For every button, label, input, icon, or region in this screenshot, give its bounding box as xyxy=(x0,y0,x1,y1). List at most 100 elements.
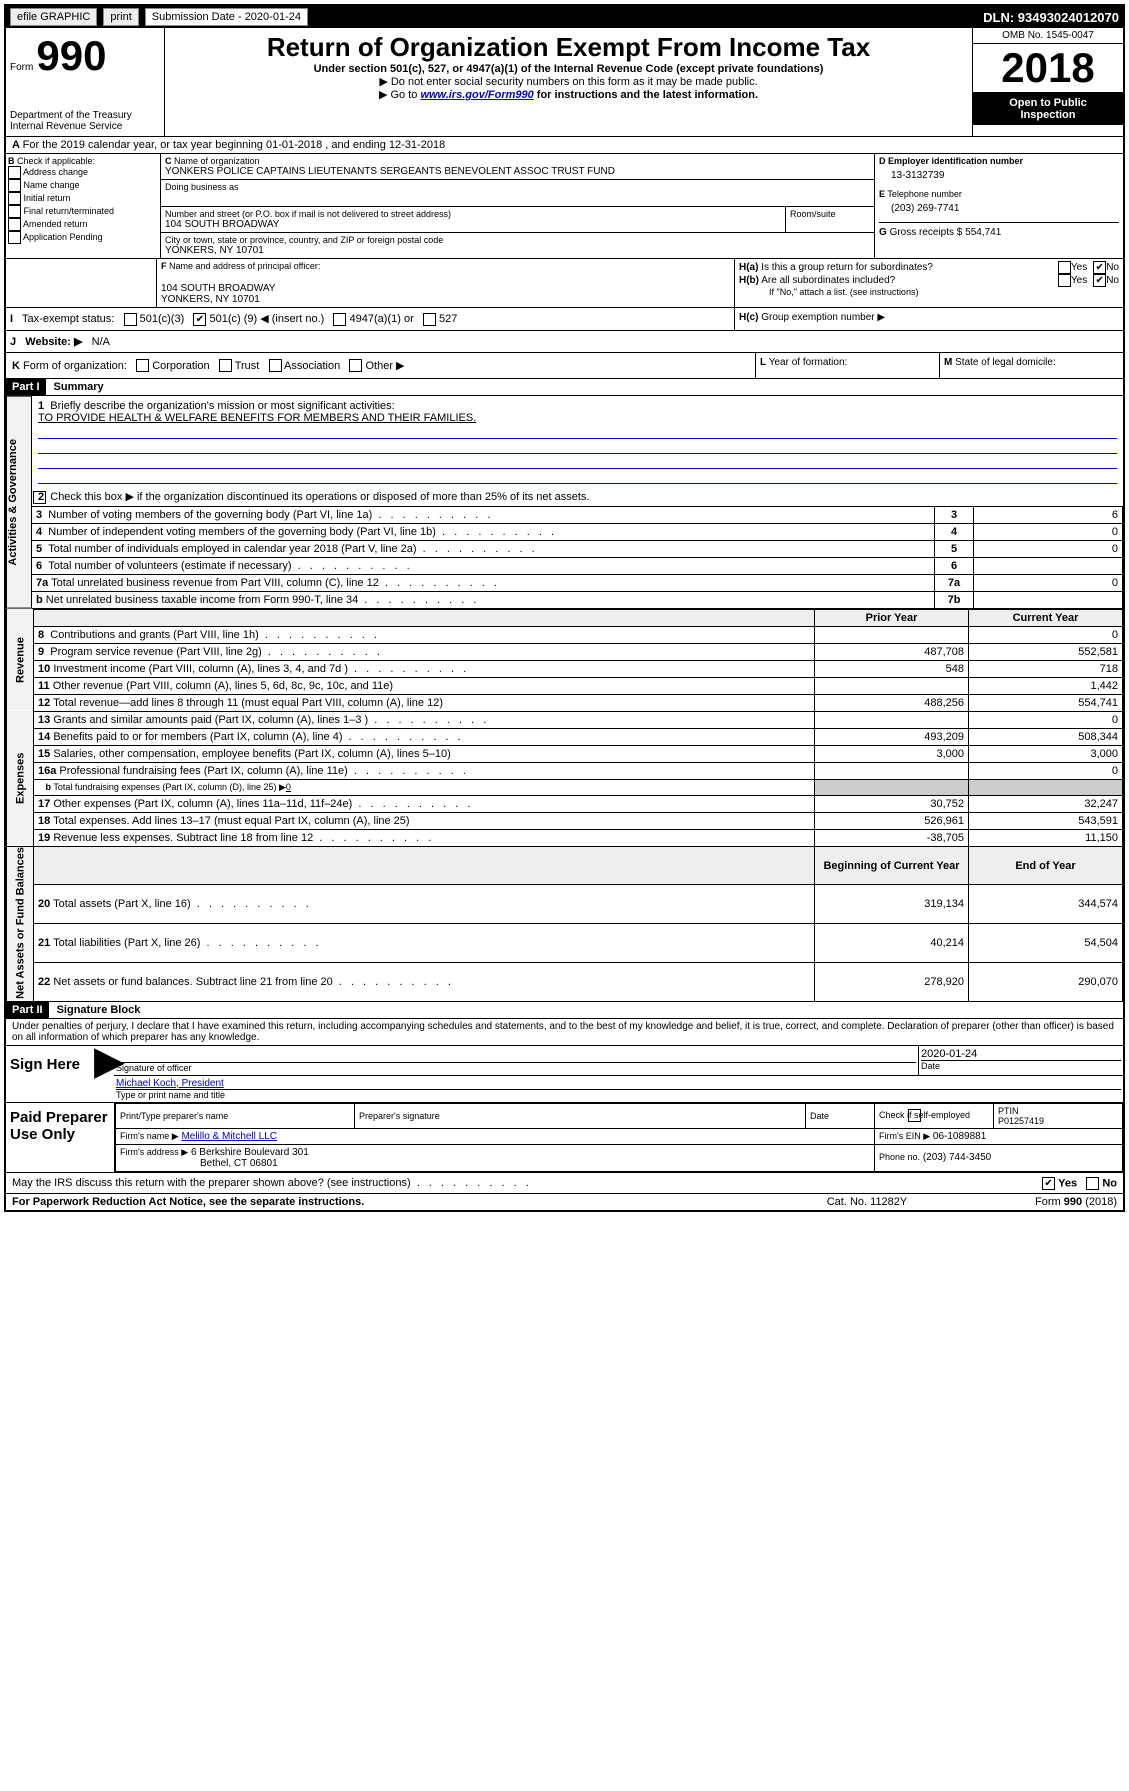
l14-label: Benefits paid to or for members (Part IX… xyxy=(53,731,463,743)
part1-header: Part I xyxy=(6,379,46,395)
room-label: Room/suite xyxy=(786,207,874,232)
l17-label: Other expenses (Part IX, column (A), lin… xyxy=(53,798,473,810)
l12-curr: 554,741 xyxy=(969,694,1123,711)
l5-label: Total number of individuals employed in … xyxy=(48,543,537,555)
no-text2: No xyxy=(1106,275,1119,286)
note-ssn: ▶ Do not enter social security numbers o… xyxy=(169,75,968,88)
tax-year: 2018 xyxy=(973,44,1123,93)
firm-addr-label: Firm's address ▶ xyxy=(120,1147,188,1157)
firm-addr2: Bethel, CT 06801 xyxy=(200,1158,278,1169)
firm-name[interactable]: Melillo & Mitchell LLC xyxy=(181,1131,277,1142)
c3-label: 501(c)(3) xyxy=(140,313,185,325)
officer-name[interactable]: Michael Koch, President xyxy=(116,1078,1121,1089)
firm-ein: 06-1089881 xyxy=(933,1131,986,1142)
ptin-label: PTIN xyxy=(998,1106,1118,1116)
m-label: State of legal domicile: xyxy=(955,357,1056,368)
l21-label: Total liabilities (Part X, line 26) xyxy=(53,937,321,949)
hb-no[interactable] xyxy=(1093,274,1106,287)
amended-checkbox[interactable] xyxy=(8,218,21,231)
name-checkbox[interactable] xyxy=(8,179,21,192)
address-label: Address change xyxy=(23,167,88,177)
l20-curr: 344,574 xyxy=(969,885,1123,924)
firm-addr1: 6 Berkshire Boulevard 301 xyxy=(191,1147,309,1158)
sig-date-label: Date xyxy=(921,1060,1121,1071)
final-checkbox[interactable] xyxy=(8,205,21,218)
street-label: Number and street (or P.O. box if mail i… xyxy=(165,209,781,219)
inspection: Inspection xyxy=(977,109,1119,121)
goto-pre: ▶ Go to xyxy=(379,89,420,101)
l15-curr: 3,000 xyxy=(969,745,1123,762)
a1-checkbox[interactable] xyxy=(333,313,346,326)
may-yes-label: Yes xyxy=(1058,1177,1077,1189)
dept-label: Department of the Treasury xyxy=(10,110,160,121)
may-yes[interactable] xyxy=(1042,1177,1055,1190)
l4-value: 0 xyxy=(974,523,1123,540)
street-value: 104 SOUTH BROADWAY xyxy=(165,219,781,230)
side-governance: Activities & Governance xyxy=(6,396,32,609)
side-netassets: Net Assets or Fund Balances xyxy=(7,846,34,1001)
omb-label: OMB No. 1545-0047 xyxy=(973,28,1123,44)
l5-value: 0 xyxy=(974,540,1123,557)
c-pre: 501(c) ( xyxy=(209,313,247,325)
other-checkbox[interactable] xyxy=(349,359,362,372)
l7a-label: Total unrelated business revenue from Pa… xyxy=(51,577,500,589)
other-label: Other ▶ xyxy=(365,360,404,372)
instructions-link[interactable]: www.irs.gov/Form990 xyxy=(420,89,533,101)
l527-checkbox[interactable] xyxy=(423,313,436,326)
l10-curr: 718 xyxy=(969,660,1123,677)
form-prefix: Form xyxy=(10,62,33,73)
c3-checkbox[interactable] xyxy=(124,313,137,326)
c-checkbox[interactable] xyxy=(193,313,206,326)
yes-text2: Yes xyxy=(1071,275,1087,286)
initial-label: Initial return xyxy=(24,193,71,203)
l14-prior: 493,209 xyxy=(815,728,969,745)
corp-checkbox[interactable] xyxy=(136,359,149,372)
l21-prior: 40,214 xyxy=(815,924,969,963)
k-label: Form of organization: xyxy=(23,360,127,372)
l2-checkbox[interactable] xyxy=(33,491,46,504)
l2-label: Check this box ▶ if the organization dis… xyxy=(50,491,589,503)
gross-value: 554,741 xyxy=(965,227,1001,238)
trust-checkbox[interactable] xyxy=(219,359,232,372)
l13-prior xyxy=(815,711,969,728)
may-no-label: No xyxy=(1102,1177,1117,1189)
app-checkbox[interactable] xyxy=(8,231,21,244)
address-checkbox[interactable] xyxy=(8,166,21,179)
l19-curr: 11,150 xyxy=(969,829,1123,846)
hb-yes[interactable] xyxy=(1058,274,1071,287)
self-employed-checkbox[interactable] xyxy=(908,1109,921,1122)
yes-text: Yes xyxy=(1071,262,1087,273)
cat-no: Cat. No. 11282Y xyxy=(767,1196,967,1208)
namechg-label: Name change xyxy=(24,180,80,190)
initial-checkbox[interactable] xyxy=(8,192,21,205)
dba-label: Doing business as xyxy=(165,182,870,192)
l16a-label: Professional fundraising fees (Part IX, … xyxy=(59,765,469,777)
begin-hdr: Beginning of Current Year xyxy=(823,860,959,872)
side-expenses: Expenses xyxy=(7,711,34,846)
l18-prior: 526,961 xyxy=(815,812,969,829)
name-title-label: Type or print name and title xyxy=(116,1089,1121,1100)
may-no[interactable] xyxy=(1086,1177,1099,1190)
hc-label: Group exemption number ▶ xyxy=(761,312,885,323)
print-button[interactable]: print xyxy=(103,8,138,26)
mission-text: TO PROVIDE HEALTH & WELFARE BENEFITS FOR… xyxy=(38,412,476,424)
l13-label: Grants and similar amounts paid (Part IX… xyxy=(53,714,489,726)
firm-ein-label: Firm's EIN ▶ xyxy=(879,1131,930,1141)
l6-label: Total number of volunteers (estimate if … xyxy=(48,560,412,572)
c-post: ) ◀ (insert no.) xyxy=(254,313,325,325)
l20-prior: 319,134 xyxy=(815,885,969,924)
corp-label: Corporation xyxy=(152,360,209,372)
ha-yes[interactable] xyxy=(1058,261,1071,274)
gross-label: Gross receipts $ xyxy=(890,227,963,238)
ha-no[interactable] xyxy=(1093,261,1106,274)
ein-label: Employer identification number xyxy=(888,156,1023,166)
amended-label: Amended return xyxy=(23,219,88,229)
perjury-decl: Under penalties of perjury, I declare th… xyxy=(6,1019,1123,1046)
l21-curr: 54,504 xyxy=(969,924,1123,963)
a1-label: 4947(a)(1) or xyxy=(350,313,414,325)
no-text: No xyxy=(1106,262,1119,273)
phone-label: Telephone number xyxy=(887,189,962,199)
assoc-checkbox[interactable] xyxy=(269,359,282,372)
officer-addr1: 104 SOUTH BROADWAY xyxy=(161,283,730,294)
phone-value: (203) 269-7741 xyxy=(879,199,1119,222)
